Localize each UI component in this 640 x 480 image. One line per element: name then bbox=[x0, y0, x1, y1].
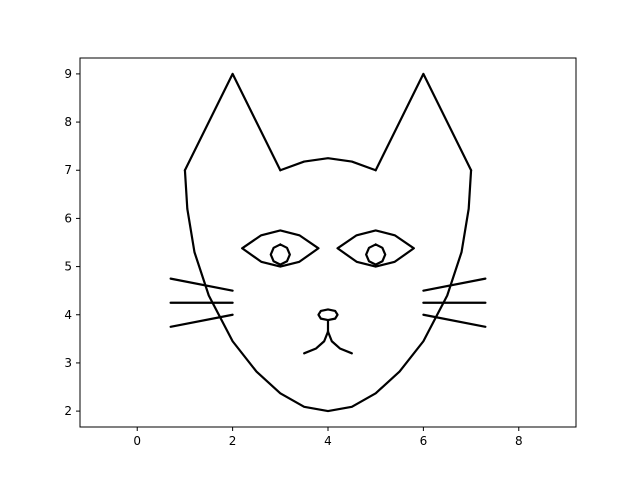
x-tick-label: 8 bbox=[515, 434, 523, 448]
series-line-5 bbox=[336, 229, 415, 268]
y-axis: 2 3 4 5 6 7 8 9 bbox=[64, 67, 80, 418]
series-line-12 bbox=[169, 277, 234, 292]
x-axis: 0 2 4 6 8 bbox=[133, 427, 523, 448]
y-tick-label: 6 bbox=[64, 211, 72, 225]
series-line-14 bbox=[169, 313, 234, 328]
y-tick-label: 3 bbox=[64, 356, 72, 370]
series-line-3 bbox=[183, 169, 473, 413]
y-tick-label: 8 bbox=[64, 115, 72, 129]
y-tick-label: 9 bbox=[64, 67, 72, 81]
series-line-10 bbox=[303, 330, 330, 355]
series-line-6 bbox=[269, 243, 291, 266]
y-tick-label: 5 bbox=[64, 260, 72, 274]
y-tick-label: 2 bbox=[64, 404, 72, 418]
series-line-0 bbox=[183, 72, 282, 172]
series-line-4 bbox=[241, 229, 320, 268]
x-tick-label: 2 bbox=[229, 434, 237, 448]
x-tick-label: 6 bbox=[420, 434, 428, 448]
x-tick-label: 4 bbox=[324, 434, 332, 448]
series-line-2 bbox=[279, 157, 377, 172]
series-line-1 bbox=[374, 72, 473, 172]
y-tick-label: 4 bbox=[64, 308, 72, 322]
y-tick-label: 7 bbox=[64, 163, 72, 177]
series-line-11 bbox=[326, 330, 353, 355]
series-line-17 bbox=[422, 313, 487, 328]
plot-lines bbox=[169, 72, 487, 413]
series-line-15 bbox=[422, 277, 487, 292]
series-line-7 bbox=[365, 243, 387, 266]
x-tick-label: 0 bbox=[133, 434, 141, 448]
